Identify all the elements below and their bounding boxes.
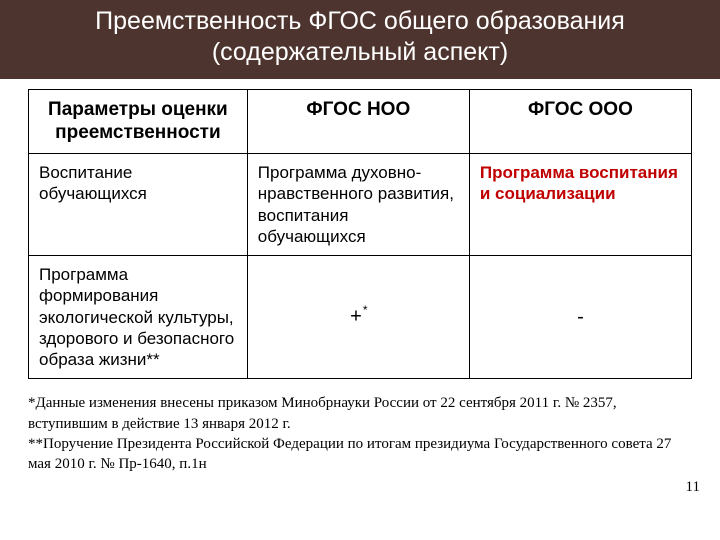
continuity-table: Параметры оценки преемственности ФГОС НО… [28,89,692,380]
header-col2: ФГОС ООО [469,89,691,154]
plus-mark: + [350,306,362,328]
footnote-2: **Поручение Президента Российской Федера… [28,434,692,475]
cell-col2-2: - [469,256,691,379]
cell-col1-2: +* [247,256,469,379]
table-row: Воспитание обучающихся Программа духовно… [29,154,692,256]
cell-param-1: Воспитание обучающихся [29,154,248,256]
page-number: 11 [686,479,700,496]
highlight-text: Программа воспитания и социализации [480,163,678,203]
cell-col2-1: Программа воспитания и социализации [469,154,691,256]
table-header-row: Параметры оценки преемственности ФГОС НО… [29,89,692,154]
cell-col1-1: Программа духовно-нравственного развития… [247,154,469,256]
header-col1: ФГОС НОО [247,89,469,154]
cell-param-2: Программа формирования экологической кул… [29,256,248,379]
slide: Преемственность ФГОС общего образования … [0,0,720,540]
header-param: Параметры оценки преемственности [29,89,248,154]
table-container: Параметры оценки преемственности ФГОС НО… [0,79,720,380]
table-row: Программа формирования экологической кул… [29,256,692,379]
plus-sup: * [363,303,368,317]
footnote-1: *Данные изменения внесены приказом Миноб… [28,393,692,434]
slide-title: Преемственность ФГОС общего образования … [0,0,720,79]
footnotes: *Данные изменения внесены приказом Миноб… [0,379,720,474]
